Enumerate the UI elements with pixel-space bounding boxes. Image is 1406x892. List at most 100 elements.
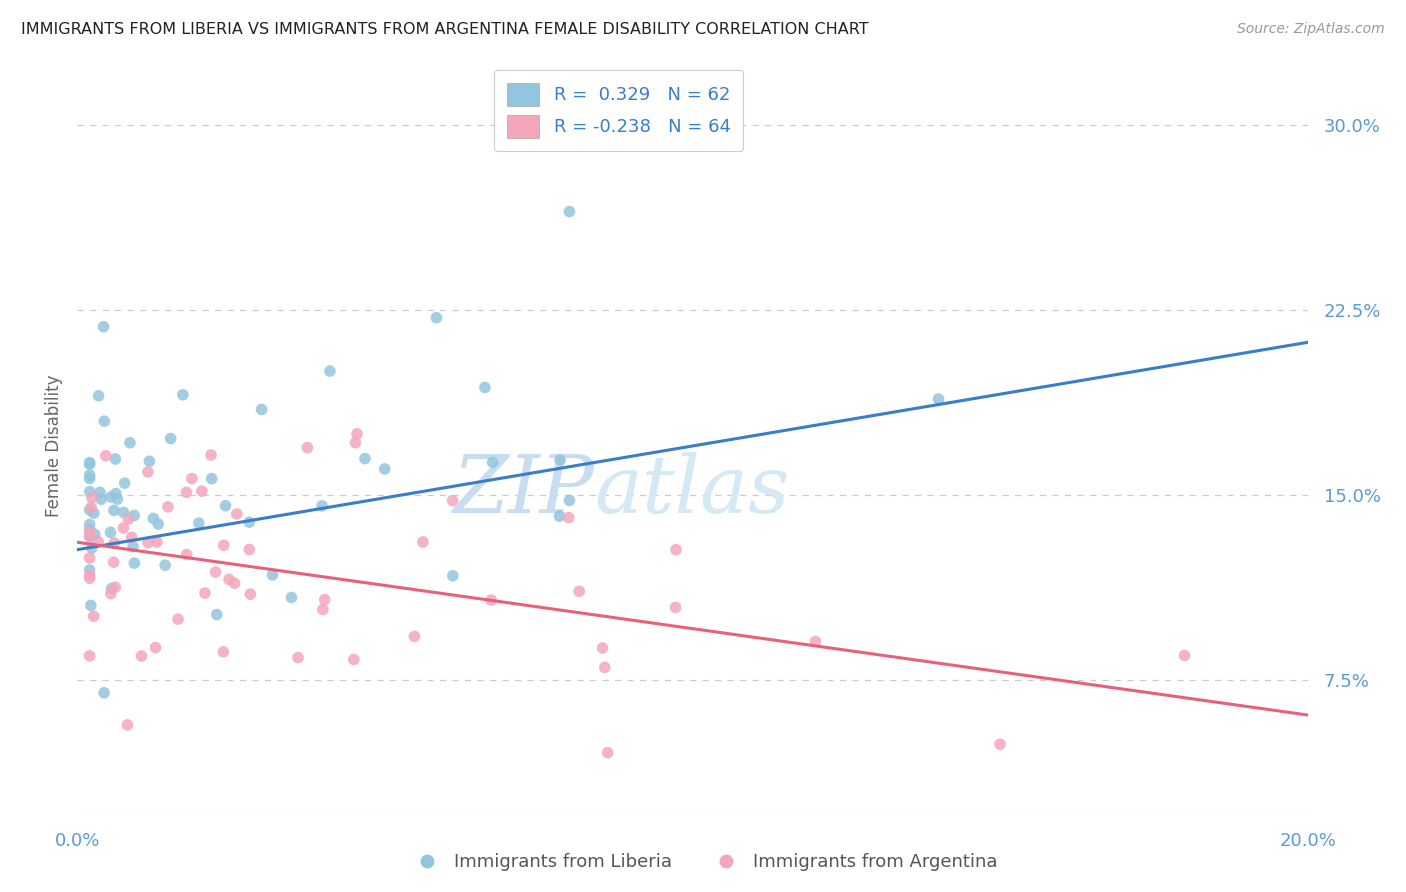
- Point: [343, 652, 366, 666]
- Point: [79, 550, 101, 565]
- Point: [112, 505, 135, 519]
- Point: [297, 441, 319, 455]
- Point: [374, 462, 396, 476]
- Point: [104, 486, 127, 500]
- Point: [79, 517, 101, 532]
- Point: [568, 584, 591, 599]
- Point: [83, 527, 105, 541]
- Point: [172, 388, 194, 402]
- Point: [100, 586, 122, 600]
- Point: [79, 503, 101, 517]
- Point: [180, 472, 202, 486]
- Point: [94, 449, 117, 463]
- Point: [93, 319, 115, 334]
- Point: [425, 310, 447, 325]
- Point: [214, 499, 236, 513]
- Point: [80, 541, 103, 555]
- Point: [80, 491, 103, 505]
- Point: [118, 435, 141, 450]
- Point: [205, 607, 228, 622]
- Point: [287, 650, 309, 665]
- Point: [239, 587, 262, 601]
- Point: [262, 568, 284, 582]
- Point: [311, 499, 333, 513]
- Point: [664, 600, 686, 615]
- Text: IMMIGRANTS FROM LIBERIA VS IMMIGRANTS FROM ARGENTINA FEMALE DISABILITY CORRELATI: IMMIGRANTS FROM LIBERIA VS IMMIGRANTS FR…: [21, 22, 869, 37]
- Point: [344, 435, 367, 450]
- Point: [131, 648, 153, 663]
- Point: [558, 204, 581, 219]
- Point: [212, 538, 235, 552]
- Point: [314, 592, 336, 607]
- Point: [201, 472, 224, 486]
- Point: [204, 565, 226, 579]
- Point: [107, 491, 129, 506]
- Point: [145, 640, 167, 655]
- Point: [79, 568, 101, 582]
- Point: [200, 448, 222, 462]
- Point: [191, 484, 214, 499]
- Point: [117, 512, 139, 526]
- Point: [79, 563, 101, 577]
- Point: [592, 641, 614, 656]
- Point: [593, 660, 616, 674]
- Point: [138, 454, 160, 468]
- Point: [89, 485, 111, 500]
- Point: [354, 451, 377, 466]
- Point: [124, 508, 146, 523]
- Legend: Immigrants from Liberia, Immigrants from Argentina: Immigrants from Liberia, Immigrants from…: [401, 847, 1005, 879]
- Point: [112, 521, 135, 535]
- Point: [596, 746, 619, 760]
- Point: [87, 534, 110, 549]
- Point: [481, 455, 503, 469]
- Y-axis label: Female Disability: Female Disability: [45, 375, 63, 517]
- Point: [441, 493, 464, 508]
- Point: [412, 535, 434, 549]
- Point: [100, 525, 122, 540]
- Point: [136, 465, 159, 479]
- Point: [142, 511, 165, 525]
- Legend: R =  0.329   N = 62, R = -0.238   N = 64: R = 0.329 N = 62, R = -0.238 N = 64: [494, 70, 744, 151]
- Point: [79, 571, 101, 585]
- Point: [79, 523, 101, 537]
- Point: [79, 457, 101, 471]
- Point: [557, 510, 579, 524]
- Point: [218, 572, 240, 586]
- Text: atlas: atlas: [595, 451, 789, 529]
- Point: [83, 609, 105, 624]
- Point: [250, 402, 273, 417]
- Point: [79, 484, 101, 499]
- Point: [312, 602, 335, 616]
- Point: [176, 485, 198, 500]
- Point: [103, 536, 125, 550]
- Point: [79, 524, 101, 539]
- Point: [224, 576, 246, 591]
- Point: [988, 737, 1011, 751]
- Point: [212, 645, 235, 659]
- Point: [548, 509, 571, 524]
- Point: [238, 542, 260, 557]
- Point: [225, 507, 247, 521]
- Point: [404, 629, 426, 643]
- Point: [100, 490, 122, 504]
- Point: [280, 591, 302, 605]
- Point: [346, 426, 368, 441]
- Point: [121, 530, 143, 544]
- Point: [156, 500, 179, 514]
- Point: [548, 453, 571, 467]
- Point: [238, 515, 260, 529]
- Point: [176, 548, 198, 562]
- Point: [79, 468, 101, 483]
- Text: Source: ZipAtlas.com: Source: ZipAtlas.com: [1237, 22, 1385, 37]
- Point: [79, 456, 101, 470]
- Point: [114, 476, 136, 491]
- Point: [187, 516, 209, 530]
- Point: [804, 634, 827, 648]
- Text: ZIP: ZIP: [453, 451, 595, 529]
- Point: [136, 535, 159, 549]
- Point: [104, 451, 127, 466]
- Point: [90, 492, 112, 507]
- Point: [104, 580, 127, 594]
- Point: [80, 599, 103, 613]
- Point: [122, 540, 145, 554]
